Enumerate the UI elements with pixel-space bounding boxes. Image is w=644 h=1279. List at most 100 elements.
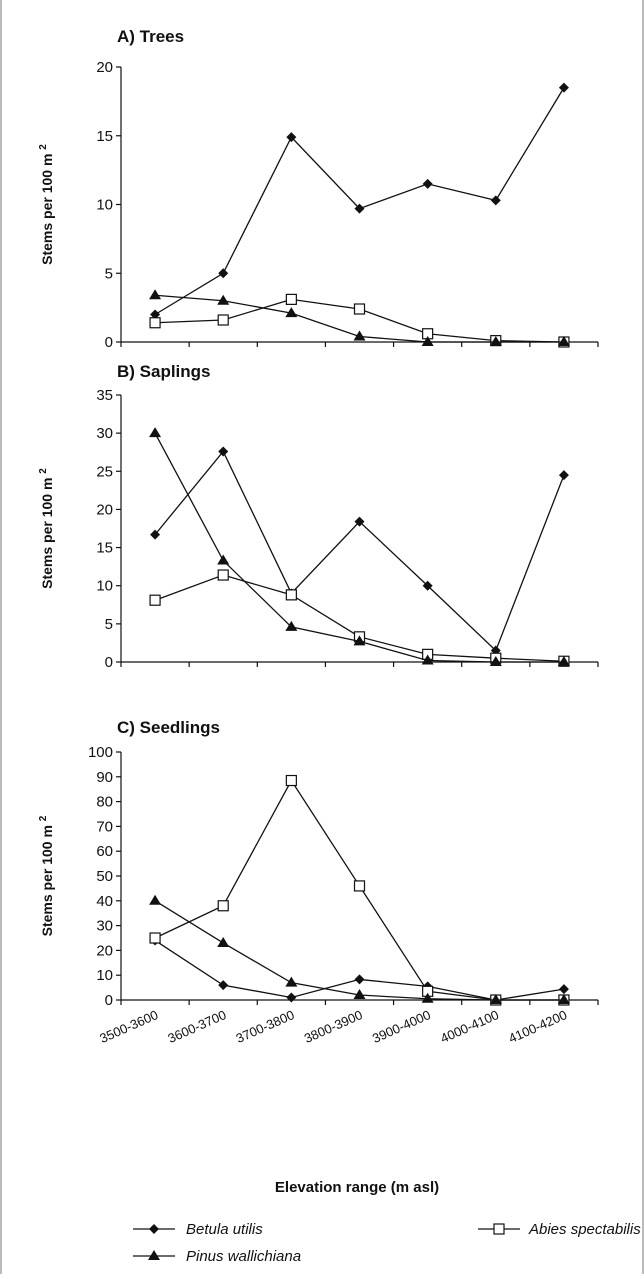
chart-title: C) Seedlings (117, 718, 220, 737)
y-tick-label: 70 (96, 818, 113, 835)
point-abies (285, 774, 297, 787)
y-tick-label: 10 (96, 578, 113, 595)
point-pinus (421, 336, 434, 346)
y-axis-label-main: Stems per 100 m (39, 150, 55, 265)
point-pinus (285, 307, 298, 318)
point-pinus (149, 894, 162, 905)
y-axis-label-main: Stems per 100 m (39, 821, 55, 936)
point-abies (217, 900, 229, 912)
y-tick-label: 10 (96, 197, 113, 214)
legend-label-abies: Abies spectabilis (528, 1221, 641, 1238)
point-betula (218, 268, 229, 279)
point-abies (353, 303, 366, 315)
point-pinus (557, 336, 570, 346)
point-pinus (353, 989, 366, 1000)
y-tick-label: 50 (96, 868, 113, 885)
y-tick-label: 0 (105, 334, 113, 351)
point-pinus (285, 976, 298, 987)
y-tick-label: 15 (96, 128, 113, 145)
legend-item-abies: Abies spectabilis (478, 1221, 641, 1238)
legend-label-betula: Betula utilis (186, 1221, 263, 1238)
y-tick-label: 20 (96, 942, 113, 959)
point-betula (558, 82, 569, 93)
y-tick-label: 30 (96, 918, 113, 935)
y-tick-label: 60 (96, 843, 113, 860)
point-pinus (217, 936, 230, 947)
point-pinus (353, 330, 366, 341)
y-tick-label: 15 (96, 540, 113, 557)
point-pinus (217, 294, 230, 305)
legend-marker-square-icon (493, 1223, 505, 1235)
point-betula (422, 178, 433, 189)
y-tick-label: 35 (96, 387, 113, 404)
x-axis-label: Elevation range (m asl) (275, 1179, 439, 1196)
point-abies (217, 314, 229, 326)
point-abies (285, 589, 297, 601)
point-betula (422, 580, 433, 591)
y-tick-label: 100 (88, 744, 113, 761)
point-pinus (149, 427, 162, 438)
point-betula (354, 974, 365, 985)
legend: Betula utilis Abies spectabilis Pinus wa… (133, 1221, 641, 1265)
point-pinus (557, 656, 570, 666)
point-abies (149, 594, 161, 606)
y-axis-label: Stems per 100 m 2 (38, 144, 55, 265)
y-tick-label: 30 (96, 425, 113, 442)
point-betula (286, 992, 297, 1003)
point-abies (217, 569, 229, 581)
legend-item-betula: Betula utilis (133, 1221, 263, 1238)
point-pinus (557, 994, 570, 1004)
point-betula (286, 132, 297, 143)
y-tick-label: 40 (96, 893, 113, 910)
y-axis-label-superscript: 2 (38, 468, 49, 474)
point-betula (490, 195, 501, 206)
y-tick-label: 5 (105, 265, 113, 282)
y-tick-label: 20 (96, 59, 113, 76)
y-tick-label: 5 (105, 616, 113, 633)
point-betula (218, 980, 229, 991)
y-axis-label: Stems per 100 m 2 (38, 468, 55, 589)
legend-item-pinus: Pinus wallichiana (133, 1248, 301, 1265)
y-tick-label: 10 (96, 967, 113, 984)
legend-marker-triangle-icon (148, 1250, 160, 1260)
y-axis-label-superscript: 2 (38, 144, 49, 150)
point-betula (354, 516, 365, 527)
legend-label-pinus: Pinus wallichiana (186, 1248, 301, 1265)
legend-marker-diamond-icon (149, 1224, 159, 1234)
chart-title: B) Saplings (117, 362, 211, 381)
point-betula (354, 203, 365, 214)
point-abies (149, 317, 161, 329)
point-betula (558, 470, 569, 481)
point-abies (285, 293, 297, 305)
point-pinus (149, 289, 162, 300)
y-tick-label: 20 (96, 501, 113, 518)
point-pinus (421, 654, 434, 665)
y-axis-label: Stems per 100 m 2 (38, 815, 55, 936)
point-pinus (489, 336, 502, 346)
point-betula (558, 984, 569, 995)
point-pinus (217, 554, 230, 565)
point-pinus (285, 620, 298, 631)
y-tick-label: 80 (96, 794, 113, 811)
point-pinus (489, 994, 502, 1004)
point-pinus (489, 656, 502, 666)
point-abies (353, 880, 366, 892)
point-betula (150, 309, 161, 320)
y-tick-label: 90 (96, 769, 113, 786)
point-pinus (353, 635, 366, 646)
y-tick-label: 25 (96, 463, 113, 480)
point-betula (218, 446, 229, 457)
y-axis-label-main: Stems per 100 m (39, 474, 55, 589)
point-pinus (421, 992, 434, 1003)
y-tick-label: 0 (105, 654, 113, 671)
y-axis-label-superscript: 2 (38, 815, 49, 821)
chart-title: A) Trees (117, 27, 184, 46)
point-betula (150, 529, 161, 540)
y-tick-label: 0 (105, 992, 113, 1009)
point-abies (149, 932, 161, 944)
